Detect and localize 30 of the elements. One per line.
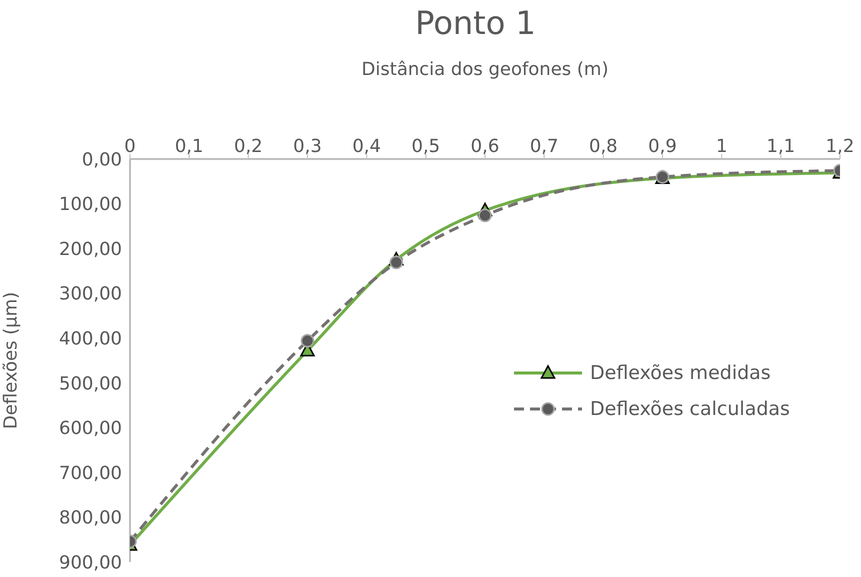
y-tick-label: 600,00 [59,418,122,440]
y-tick-label: 300,00 [59,284,122,305]
point [478,208,492,222]
y-tick-label: 400,00 [59,328,122,350]
y-tick-label: 700,00 [59,462,122,484]
x-tick-label: 0,6 [470,136,500,157]
x-tick-label: 0,8 [589,136,618,157]
legend-label: Deflexões calculadas [590,398,790,420]
x-tick-label: 0 [124,136,136,157]
point [390,256,403,270]
x-tick-label: 1 [716,136,728,157]
legend-label: Deflexões medidas [590,362,771,384]
x-tick-label: 0,2 [234,136,263,157]
x-tick-label: 1,1 [766,136,796,157]
y-tick-label: 200,00 [59,238,122,260]
y-tick-label: 900,00 [59,552,122,574]
x-tick-label: 0,9 [648,136,677,157]
x-axis-title: Distância dos geofones (m) [362,58,608,80]
y-tick-label: 100,00 [59,194,122,216]
x-tick-label: 0,7 [530,136,558,157]
x-tick-label: 0,4 [352,136,381,157]
y-tick-label: 800,00 [59,508,122,529]
x-tick-label: 0,5 [412,136,440,157]
chart-title: Ponto 1 [414,4,537,42]
y-tick-label: 0,00 [82,149,122,170]
x-tick-label: 0,1 [174,136,204,157]
x-tick-label: 0,3 [293,136,322,157]
x-tick-label: 1,2 [826,136,854,157]
y-tick-label: 500,00 [59,373,122,394]
y-axis-title: Deflexões (µm) [0,292,22,430]
